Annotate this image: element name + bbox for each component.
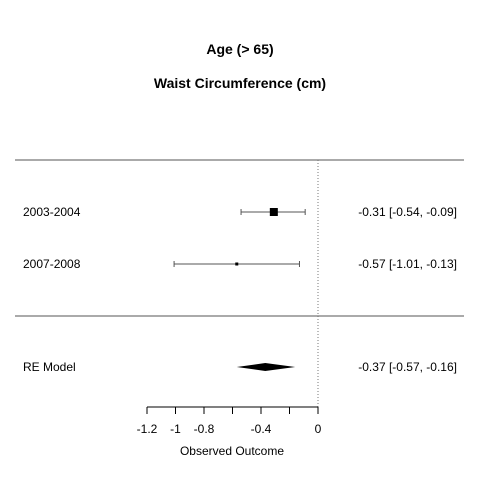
study-rows: 2003-2004 -0.31 [-0.54, -0.09] 2007-2008 -0… (23, 205, 457, 374)
study-ci-text: -0.31 [-0.54, -0.09] (358, 205, 457, 219)
x-tick-label: -0.4 (251, 422, 272, 436)
x-axis-label: Observed Outcome (180, 444, 284, 458)
chart-subtitle: Waist Circumference (cm) (154, 75, 326, 91)
summary-diamond (236, 363, 296, 371)
x-tick-label: -1 (170, 422, 181, 436)
point-estimate (269, 208, 278, 216)
x-tick-label: -0.8 (194, 422, 215, 436)
chart-title: Age (> 65) (206, 41, 273, 57)
study-ci-text: -0.57 [-1.01, -0.13] (358, 257, 457, 271)
x-tick-label: -1.2 (137, 422, 158, 436)
x-axis: -1.2 -1 -0.8 -0.4 0 (137, 406, 322, 436)
point-estimate (235, 262, 239, 266)
summary-ci-text: -0.37 [-0.57, -0.16] (358, 360, 457, 374)
study-label: 2003-2004 (23, 205, 81, 219)
study-label: 2007-2008 (23, 257, 81, 271)
summary-label: RE Model (23, 360, 76, 374)
x-tick-label: 0 (315, 422, 322, 436)
